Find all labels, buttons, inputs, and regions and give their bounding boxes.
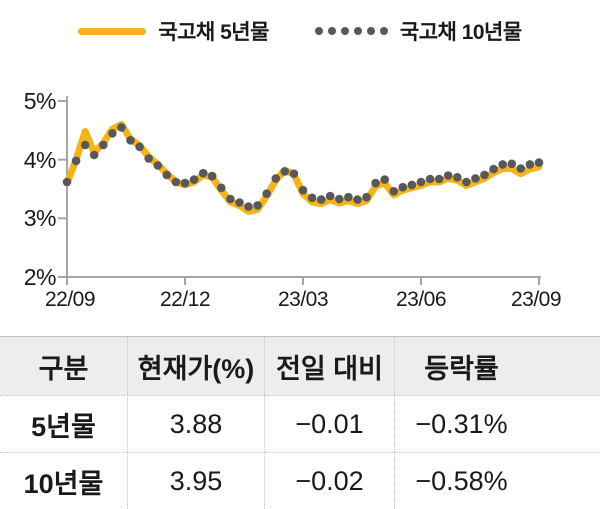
legend-label-10yr: 국고채 10년물: [399, 21, 522, 44]
x-tick-label-2309: 23/09: [510, 288, 562, 311]
x-tick-label-2303: 23/03: [277, 288, 329, 311]
series-5yr-line-swatch-icon: [78, 27, 147, 35]
table-header-category: 구분: [0, 337, 128, 395]
y-tick-label-3: 3%: [23, 205, 57, 231]
series-10yr-dots-swatch-icon: [314, 27, 388, 35]
x-tick-label-2212: 22/12: [159, 288, 211, 311]
table-row-10yr-change: −0.02: [265, 452, 395, 509]
table-row-5yr-current: 3.88: [128, 395, 265, 452]
y-tick-label-5: 5%: [23, 88, 57, 114]
table-row-5yr-pct: −0.31%: [395, 395, 600, 452]
chart-svg: [58, 96, 544, 285]
line-chart: 5% 4% 3% 2% 22/09 22/12 23/03 23/06 23/0…: [23, 88, 562, 311]
table-header-current-price: 현재가(%): [128, 337, 265, 395]
y-tick-label-4: 4%: [23, 147, 57, 173]
chart-legend: 국고채 5년물 국고채 10년물: [0, 14, 600, 48]
table-row-10yr-current: 3.95: [128, 452, 265, 509]
legend-item-10yr: 국고채 10년물: [314, 16, 522, 46]
table-header-daily-change: 전일 대비: [265, 337, 395, 395]
table-header-change-rate: 등락률: [395, 337, 600, 395]
x-tick-label-2306: 23/06: [395, 288, 447, 311]
x-tick-label-2209: 22/09: [44, 288, 96, 311]
legend-label-5yr: 국고채 5년물: [158, 21, 269, 44]
bond-summary-table: 구분 현재가(%) 전일 대비 등락률 5년물 3.88 −0.01 −0.31…: [0, 336, 600, 509]
table-row-10yr-name: 10년물: [0, 452, 128, 509]
legend-item-5yr: 국고채 5년물: [78, 16, 269, 46]
table-row-10yr-pct: −0.58%: [395, 452, 600, 509]
table-row-5yr-change: −0.01: [265, 395, 395, 452]
table-row-5yr-name: 5년물: [0, 395, 128, 452]
y-tick-label-2: 2%: [23, 264, 57, 290]
